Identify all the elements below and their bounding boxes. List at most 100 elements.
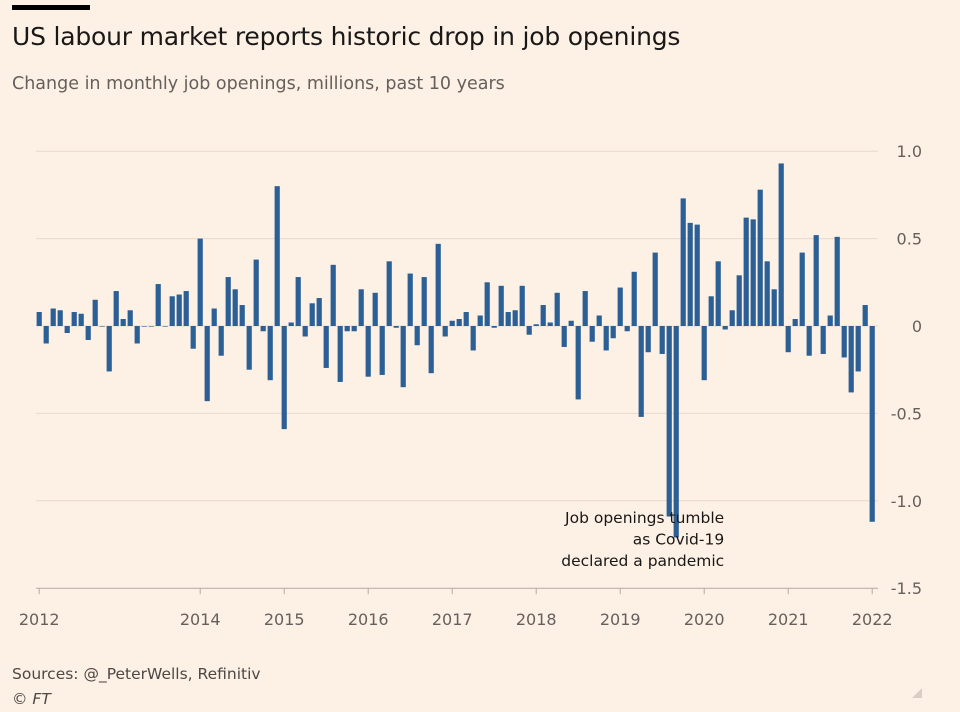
bar-chart: 1.0 0.5 0 -0.5 -1.0 -1.5 2012 2014 2015 2016 2017 2… [19, 142, 922, 629]
bar [862, 305, 868, 326]
bar [596, 315, 602, 326]
bar [722, 326, 728, 330]
copyright-note: © FT [12, 690, 51, 708]
bar [470, 326, 476, 351]
bar [295, 277, 301, 326]
bar [540, 305, 546, 326]
bar [715, 261, 721, 326]
bar [36, 312, 42, 326]
bar [834, 236, 840, 326]
bar [806, 326, 812, 356]
bar [358, 289, 364, 326]
bar [400, 326, 406, 388]
bar [568, 320, 574, 326]
bar [344, 326, 350, 332]
bar [673, 326, 679, 538]
bar [99, 326, 105, 327]
x-tick-label: 2014 [180, 610, 221, 629]
bars [36, 163, 875, 538]
bar [582, 291, 588, 326]
bar [519, 285, 525, 326]
bar [694, 224, 700, 326]
bar [246, 326, 252, 370]
y-tick-label: -1.0 [891, 492, 922, 511]
bar [610, 326, 616, 339]
chart-title: US labour market reports historic drop i… [12, 22, 681, 51]
bar [449, 320, 455, 326]
bar [778, 163, 784, 326]
bar [218, 326, 224, 356]
bar [841, 326, 847, 358]
bar [652, 252, 658, 326]
bar [484, 282, 490, 326]
bar [575, 326, 581, 400]
bar [330, 264, 336, 326]
x-tick-label: 2022 [852, 610, 893, 629]
bar [106, 326, 112, 372]
axes: 1.0 0.5 0 -0.5 -1.0 -1.5 2012 2014 2015 2016 2017 2… [19, 142, 922, 629]
bar [799, 252, 805, 326]
bar [50, 308, 56, 326]
x-tick-label: 2012 [19, 610, 60, 629]
bar [162, 326, 168, 327]
x-tick-label: 2016 [348, 610, 389, 629]
bar [533, 324, 539, 326]
annotation-line: as Covid-19 [633, 531, 724, 549]
bar [498, 285, 504, 326]
bar [134, 326, 140, 344]
y-tick-label: -1.5 [891, 579, 922, 598]
bar [393, 326, 399, 328]
x-tick-label: 2021 [768, 610, 809, 629]
bar [526, 326, 532, 335]
bar [855, 326, 861, 372]
bar [750, 219, 756, 326]
x-tick-label: 2020 [684, 610, 725, 629]
bar [274, 186, 280, 326]
bar [736, 275, 742, 326]
bar [323, 326, 329, 368]
bar [78, 313, 84, 326]
bar [169, 296, 175, 326]
bar [302, 326, 308, 337]
bar [463, 312, 469, 326]
bar [442, 326, 448, 337]
bar [848, 326, 854, 393]
grid-lines [36, 150, 878, 589]
x-tick-label: 2018 [516, 610, 557, 629]
x-tick-label: 2019 [600, 610, 641, 629]
bar [512, 310, 518, 326]
bar [421, 277, 427, 326]
bar [71, 312, 77, 326]
bar [491, 326, 497, 328]
bar [120, 319, 126, 326]
bar [365, 326, 371, 377]
bar [729, 310, 735, 326]
bar [631, 271, 637, 326]
bar [386, 261, 392, 326]
bar [827, 315, 833, 326]
bar [176, 294, 182, 326]
bar [456, 319, 462, 326]
bar [57, 310, 63, 326]
bar [771, 289, 777, 326]
bar [337, 326, 343, 382]
bar [281, 326, 287, 430]
bar [757, 189, 763, 326]
bar [659, 326, 665, 354]
bar [190, 326, 196, 349]
bar [708, 296, 714, 326]
resize-corner-icon [912, 688, 922, 698]
y-tick-label: 0.5 [897, 230, 922, 249]
bar [141, 326, 147, 327]
bar [638, 326, 644, 417]
bar [267, 326, 273, 381]
bar [414, 326, 420, 346]
bar [232, 289, 238, 326]
bar [785, 326, 791, 353]
bar [764, 261, 770, 326]
bar [127, 310, 133, 326]
bar [92, 299, 98, 326]
bar [589, 326, 595, 342]
bar [148, 326, 154, 327]
y-tick-label: -0.5 [891, 404, 922, 423]
